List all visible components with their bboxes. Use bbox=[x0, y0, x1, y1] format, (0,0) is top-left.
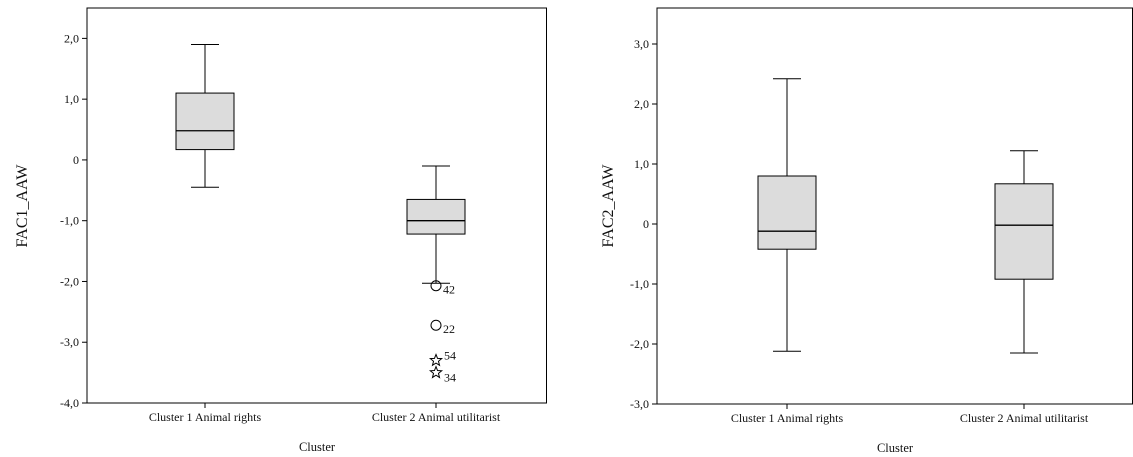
extreme-outlier-marker bbox=[428, 353, 444, 367]
chart-panel-1: 2,0 1,0 0 -1,0 -2,0 -3,0 -4,0 Cluster 1 Animal … bbox=[14, 7, 547, 454]
outlier-marker bbox=[430, 319, 442, 331]
y-tick-label: -4,0 bbox=[60, 396, 79, 410]
y-axis-label: FAC2_AAW bbox=[600, 164, 617, 248]
x-category-label: Cluster 1 Animal rights bbox=[149, 410, 262, 424]
extreme-outlier-marker bbox=[428, 365, 444, 379]
y-tick-label: 0 bbox=[643, 217, 649, 231]
y-tick-label: -2,0 bbox=[60, 274, 79, 288]
y-tick-label: -3,0 bbox=[630, 397, 649, 411]
y-tick-label: 2,0 bbox=[64, 31, 79, 45]
y-tick-label: 0 bbox=[73, 153, 79, 167]
y-tick-label: -1,0 bbox=[630, 277, 649, 291]
outlier-marker bbox=[430, 280, 442, 292]
x-category-label: Cluster 2 Animal utilitarist bbox=[960, 411, 1089, 425]
outlier-label: 54 bbox=[444, 348, 456, 362]
y-axis-label: FAC1_AAW bbox=[14, 164, 31, 248]
y-tick-label: 2,0 bbox=[634, 97, 649, 111]
box-1 bbox=[757, 78, 817, 352]
iqr-box bbox=[757, 175, 817, 250]
y-tick-label: 3,0 bbox=[634, 37, 649, 51]
y-tick-label: -3,0 bbox=[60, 335, 79, 349]
y-tick-label: 1,0 bbox=[64, 92, 79, 106]
box-1 bbox=[175, 43, 235, 188]
outlier-label: 22 bbox=[443, 322, 455, 336]
y-tick-label: -2,0 bbox=[630, 337, 649, 351]
plot-frame bbox=[656, 7, 1133, 405]
outlier-label: 34 bbox=[444, 371, 456, 385]
x-category-label: Cluster 1 Animal rights bbox=[731, 411, 844, 425]
plot-frame bbox=[86, 7, 547, 404]
iqr-box bbox=[175, 92, 235, 151]
chart-panel-2: 3,0 2,0 1,0 0 -1,0 -2,0 -3,0 Cluster 1 Animal r… bbox=[600, 7, 1133, 455]
box-2 bbox=[994, 150, 1054, 354]
box-2: 42 22 54 34 bbox=[406, 165, 466, 385]
x-axis-label: Cluster bbox=[877, 441, 914, 455]
x-category-label: Cluster 2 Animal utilitarist bbox=[372, 410, 501, 424]
y-tick-label: 1,0 bbox=[634, 157, 649, 171]
y-tick-label: -1,0 bbox=[60, 214, 79, 228]
x-axis-label: Cluster bbox=[299, 440, 336, 454]
iqr-box bbox=[406, 198, 466, 235]
outlier-label: 42 bbox=[443, 283, 455, 297]
iqr-box bbox=[994, 183, 1054, 280]
